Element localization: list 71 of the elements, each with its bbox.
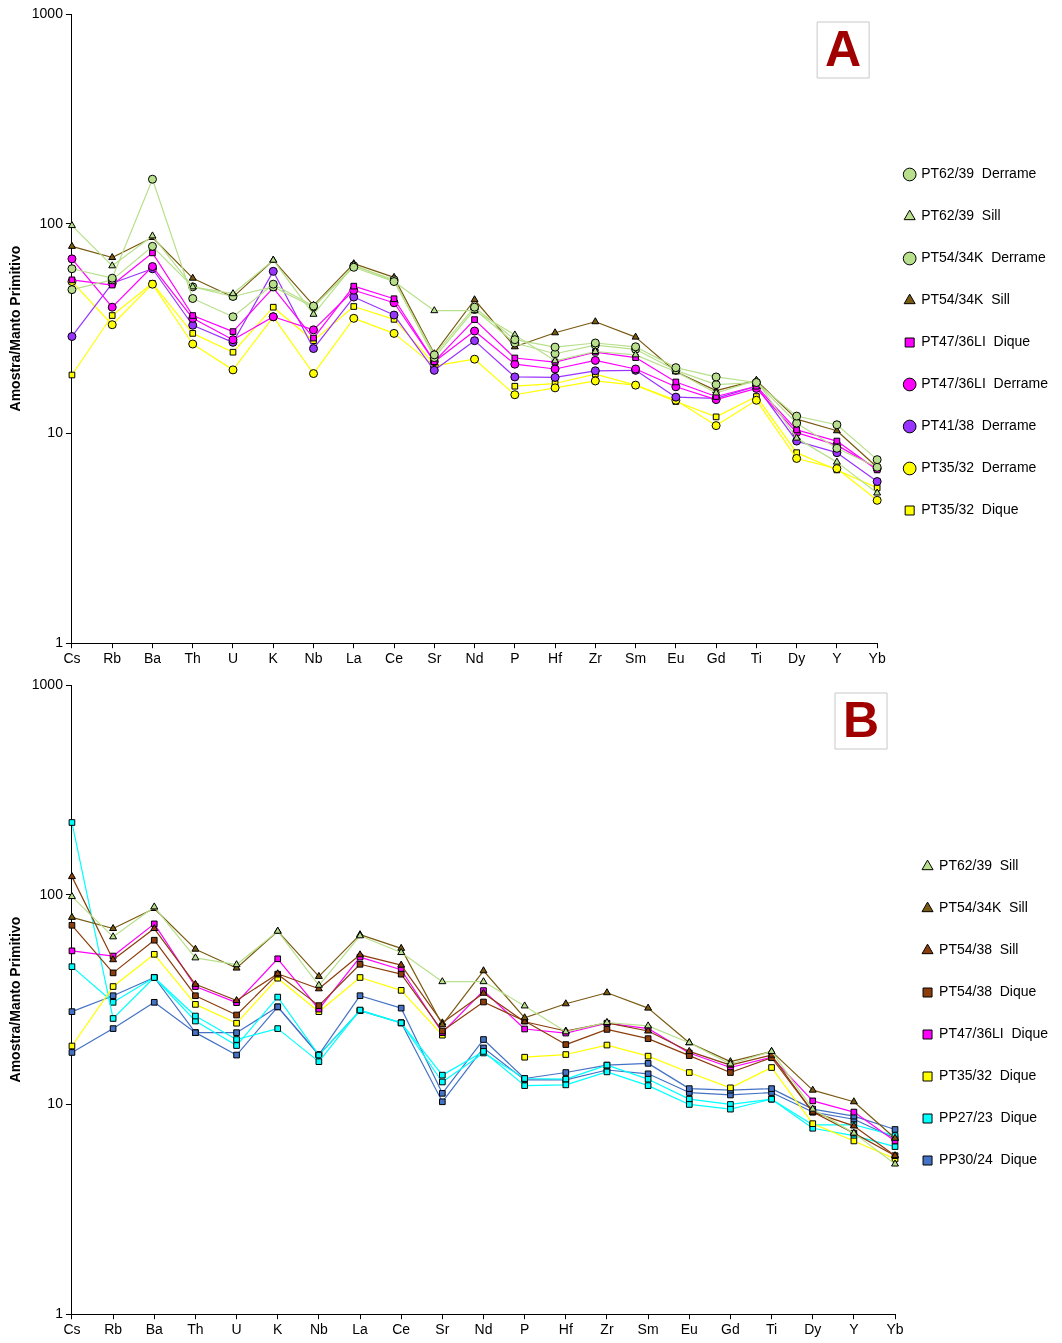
x-tick-label: Hf [558,1321,573,1338]
y-axis-title: Amostra/Manto Primitivo [7,916,24,1083]
x-tick-label: Ba [145,1321,164,1338]
x-tick-label: Cs [63,1321,81,1338]
legend-label: PT35/32 Dique [921,501,1019,518]
x-tick-label: Sm [625,650,647,667]
y-tick-label: 1000 [31,4,64,21]
legend-label: PT54/34K Derrame [921,249,1046,266]
x-tick-label: K [268,650,279,667]
y-tick-label: 100 [39,885,64,902]
legend-label: PP30/24 Dique [939,1151,1038,1168]
x-tick-label: Nd [474,1321,493,1338]
legend-label: PT47/36LI Derrame [921,375,1049,392]
legend-label: PT54/38 Sill [939,941,1019,958]
x-tick-label: Cs [63,650,81,667]
y-tick-label: 1000 [31,675,64,692]
x-tick-label: Yb [868,650,886,667]
x-tick-label: Ti [750,650,762,667]
x-tick-label: Ce [392,1321,411,1338]
annotation: B [842,691,880,748]
y-tick-label: 1 [55,1305,64,1322]
x-tick-label: Sr [435,1321,450,1338]
y-axis-title: Amostra/Manto Primitivo [7,245,24,412]
legend-label: PT62/39 Sill [921,207,1001,224]
legend-label: PT62/39 Sill [939,857,1019,874]
legend-label: PT54/34K Sill [939,899,1028,916]
y-tick-label: 10 [47,1095,64,1112]
x-tick-label: U [227,650,239,667]
x-tick-label: Ti [766,1321,778,1338]
x-tick-label: Nb [309,1321,329,1338]
x-tick-label: P [519,1321,530,1338]
x-tick-label: Eu [680,1321,698,1338]
x-tick-label: Dy [788,650,806,667]
x-tick-label: U [231,1321,242,1338]
legend-label: PT47/36LI Dique [921,333,1031,350]
x-tick-label: Th [187,1321,204,1338]
y-tick-label: 1 [55,634,64,651]
x-tick-label: Rb [103,650,122,667]
legend-label: PT47/36LI Dique [939,1025,1049,1042]
x-tick-label: Gd [706,650,726,667]
x-tick-label: K [273,1321,284,1338]
legend-label: PP27/23 Dique [939,1109,1038,1126]
x-tick-label: Nb [304,650,323,667]
x-tick-label: Dy [804,1321,822,1338]
legend-label: PT35/32 Derrame [921,459,1037,476]
legend-label: PT41/38 Derrame [921,417,1037,434]
x-tick-label: Yb [886,1321,904,1338]
x-tick-label: Ce [385,650,404,667]
x-tick-label: La [345,650,362,667]
x-tick-label: Gd [721,1321,740,1338]
x-tick-label: Th [184,650,201,667]
x-tick-label: Zr [588,650,603,667]
x-tick-label: Y [832,650,843,667]
x-tick-label: Y [849,1321,860,1338]
x-tick-label: P [510,650,520,667]
x-tick-label: Sr [427,650,442,667]
legend-label: PT54/38 Dique [939,983,1037,1000]
y-tick-label: 10 [47,424,64,441]
annotation: A [825,20,862,77]
x-tick-label: Rb [104,1321,123,1338]
x-tick-label: Sm [637,1321,659,1338]
y-tick-label: 100 [39,214,64,231]
x-tick-label: Hf [548,650,563,667]
legend-label: PT62/39 Derrame [921,165,1037,182]
x-tick-label: Ba [143,650,162,667]
x-tick-label: Zr [600,1321,614,1338]
legend-label: PT54/34K Sill [921,291,1010,308]
x-tick-label: Eu [667,650,685,667]
legend-label: PT35/32 Dique [939,1067,1037,1084]
x-tick-label: Nd [465,650,484,667]
x-tick-label: La [352,1321,369,1338]
